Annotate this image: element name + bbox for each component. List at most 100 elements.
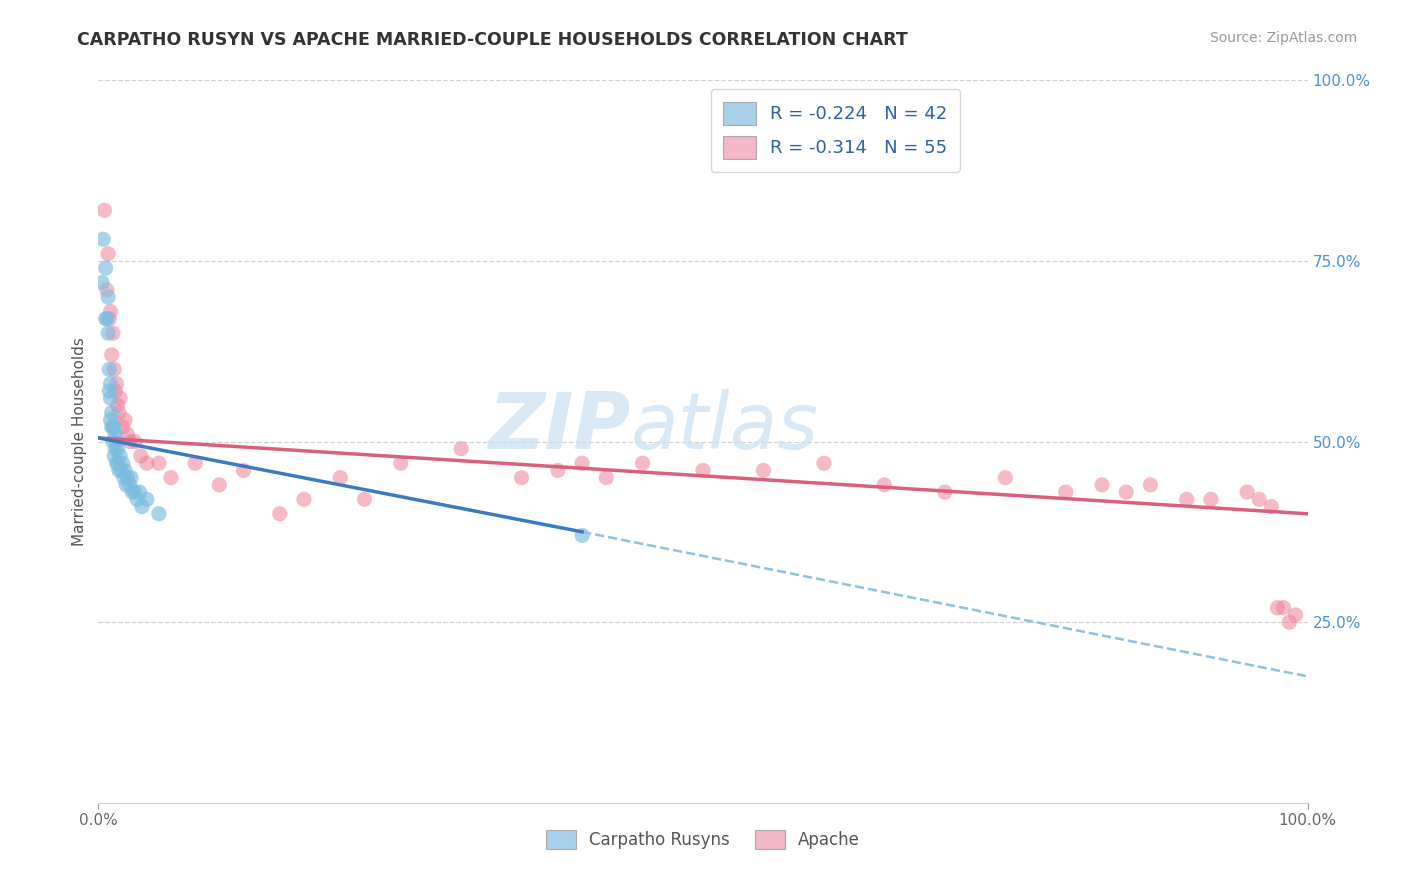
- Point: [117, 470, 139, 484]
- Point: [100, 406, 122, 420]
- Point: [1091, 478, 1114, 492]
- Point: [571, 456, 593, 470]
- Point: [1139, 478, 1161, 492]
- Point: [232, 463, 254, 477]
- Point: [114, 413, 136, 427]
- Point: [108, 449, 131, 463]
- Point: [111, 420, 134, 434]
- Point: [94, 311, 117, 326]
- Point: [1115, 485, 1137, 500]
- Point: [100, 348, 122, 362]
- Point: [110, 463, 132, 477]
- Point: [108, 463, 131, 477]
- Text: CARPATHO RUSYN VS APACHE MARRIED-COUPLE HOUSEHOLDS CORRELATION CHART: CARPATHO RUSYN VS APACHE MARRIED-COUPLE …: [77, 31, 908, 49]
- Point: [1267, 600, 1289, 615]
- Point: [108, 391, 131, 405]
- Point: [148, 507, 170, 521]
- Point: [103, 449, 125, 463]
- Point: [115, 478, 138, 492]
- Point: [107, 398, 129, 412]
- Point: [118, 478, 141, 492]
- Point: [1272, 600, 1295, 615]
- Point: [1054, 485, 1077, 500]
- Point: [93, 203, 115, 218]
- Point: [96, 283, 118, 297]
- Point: [100, 376, 122, 391]
- Y-axis label: Married-couple Households: Married-couple Households: [72, 337, 87, 546]
- Point: [98, 362, 121, 376]
- Point: [184, 456, 207, 470]
- Point: [121, 485, 143, 500]
- Point: [1236, 485, 1258, 500]
- Point: [292, 492, 315, 507]
- Point: [571, 528, 593, 542]
- Text: atlas: atlas: [630, 389, 818, 465]
- Point: [107, 442, 129, 456]
- Point: [994, 470, 1017, 484]
- Point: [107, 456, 129, 470]
- Point: [450, 442, 472, 456]
- Point: [104, 384, 127, 398]
- Point: [131, 500, 153, 514]
- Point: [127, 492, 149, 507]
- Point: [97, 290, 120, 304]
- Point: [120, 470, 142, 484]
- Point: [547, 463, 569, 477]
- Point: [1284, 607, 1306, 622]
- Point: [135, 492, 157, 507]
- Point: [353, 492, 375, 507]
- Point: [269, 507, 291, 521]
- Point: [105, 434, 128, 449]
- Point: [934, 485, 956, 500]
- Point: [124, 485, 146, 500]
- Point: [103, 420, 125, 434]
- Point: [1175, 492, 1198, 507]
- Point: [100, 304, 122, 318]
- Legend: Carpatho Rusyns, Apache: Carpatho Rusyns, Apache: [538, 823, 868, 856]
- Text: ZIP: ZIP: [488, 389, 630, 465]
- Point: [1260, 500, 1282, 514]
- Point: [118, 434, 141, 449]
- Point: [105, 376, 128, 391]
- Point: [101, 434, 124, 449]
- Point: [97, 246, 120, 260]
- Point: [389, 456, 412, 470]
- Point: [101, 420, 124, 434]
- Point: [112, 470, 135, 484]
- Point: [873, 478, 896, 492]
- Point: [103, 362, 125, 376]
- Point: [98, 384, 121, 398]
- Point: [91, 232, 114, 246]
- Point: [692, 463, 714, 477]
- Point: [111, 456, 134, 470]
- Point: [101, 326, 124, 340]
- Point: [114, 463, 136, 477]
- Point: [752, 463, 775, 477]
- Point: [105, 456, 128, 470]
- Point: [128, 485, 150, 500]
- Point: [104, 427, 127, 442]
- Point: [97, 326, 120, 340]
- Point: [595, 470, 617, 484]
- Point: [631, 456, 654, 470]
- Point: [100, 420, 122, 434]
- Point: [94, 261, 117, 276]
- Point: [510, 470, 533, 484]
- Point: [208, 478, 231, 492]
- Point: [329, 470, 352, 484]
- Point: [91, 276, 114, 290]
- Point: [104, 442, 127, 456]
- Point: [100, 413, 122, 427]
- Point: [108, 406, 131, 420]
- Point: [124, 434, 146, 449]
- Text: Source: ZipAtlas.com: Source: ZipAtlas.com: [1209, 31, 1357, 45]
- Point: [160, 470, 183, 484]
- Point: [813, 456, 835, 470]
- Point: [148, 456, 170, 470]
- Point: [100, 391, 122, 405]
- Point: [129, 449, 152, 463]
- Point: [98, 311, 121, 326]
- Point: [1199, 492, 1222, 507]
- Point: [117, 427, 139, 442]
- Point: [1249, 492, 1271, 507]
